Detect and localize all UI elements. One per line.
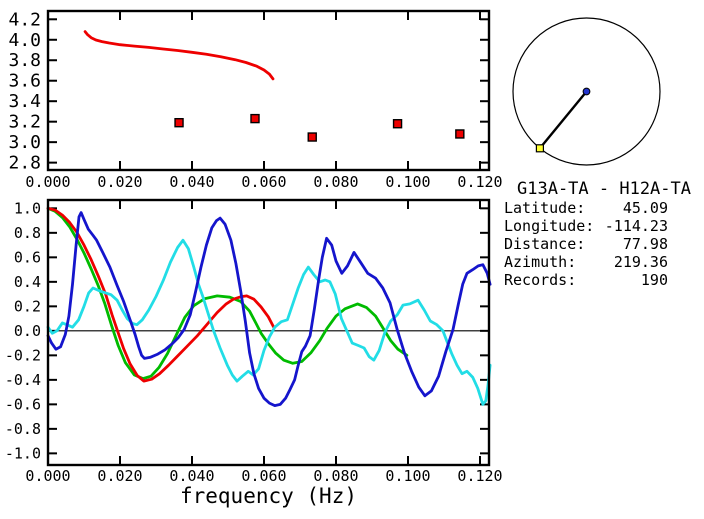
y-tick-label: 0.0 — [14, 322, 41, 340]
info-row: Azimuth: 219.36 — [504, 253, 668, 271]
station-pair-metrics: Latitude: 45.09 Longitude: -114.23 Distance:… — [504, 199, 668, 289]
x-tick-label: 0.040 — [169, 173, 214, 191]
info-row: Distance: 77.98 — [504, 235, 668, 253]
y-tick-label: 3.6 — [8, 71, 41, 92]
x-tick-label: 0.080 — [313, 467, 358, 485]
info-row: Records: 190 — [504, 271, 668, 289]
y-tick-label: 4.0 — [8, 30, 41, 51]
y-tick-label: 0.4 — [14, 273, 41, 291]
x-tick-label: 0.060 — [241, 173, 286, 191]
data-point-marker — [174, 117, 184, 128]
x-tick-label: 0.120 — [457, 467, 502, 485]
station-azimuth-compass — [512, 17, 661, 166]
x-tick-label: 0.100 — [385, 173, 430, 191]
x-tick-label: 0.000 — [25, 467, 70, 485]
data-point-marker — [392, 119, 403, 129]
series-blue-curve — [46, 211, 492, 408]
info-row: Latitude: 45.09 — [504, 199, 668, 217]
azimuth-end-marker — [535, 144, 545, 153]
y-tick-label: 0.2 — [14, 297, 41, 315]
y-tick-label: -0.6 — [5, 395, 41, 413]
x-axis-title: frequency (Hz) — [180, 484, 357, 508]
station-pair-title: G13A-TA - H12A-TA — [517, 179, 691, 199]
series-cyan-curve — [46, 238, 492, 406]
y-tick-label: 4.2 — [8, 9, 41, 30]
y-tick-label: 3.2 — [8, 112, 41, 133]
series-red-dispersion-curve — [83, 30, 275, 81]
x-tick-label: 0.040 — [169, 467, 214, 485]
y-tick-label: 2.8 — [8, 153, 41, 174]
x-tick-label: 0.120 — [457, 173, 502, 191]
y-tick-label: 0.6 — [14, 248, 41, 266]
x-tick-label: 0.020 — [97, 467, 142, 485]
x-tick-label: 0.100 — [385, 467, 430, 485]
series-green-curve — [46, 206, 409, 381]
y-tick-label: -0.2 — [5, 346, 41, 364]
station-pair-info: G13A-TA - H12A-TA Latitude: 45.09 Longitud… — [504, 179, 691, 289]
y-tick-label: 3.4 — [8, 91, 41, 112]
info-row: Longitude: -114.23 — [504, 217, 668, 235]
info-row-label: Latitude: — [504, 199, 586, 217]
plot-frame — [46, 9, 491, 172]
x-tick-label: 0.060 — [241, 467, 286, 485]
info-row-label: Records: — [504, 271, 577, 289]
info-row-value: 219.36 — [613, 253, 668, 271]
x-tick-label: 0.080 — [313, 173, 358, 191]
correlation-plot: 0.000 0.020 0.040 0.060 0.080 0.100 0.120 1.0 0.… — [5, 198, 503, 508]
info-row-value: 45.09 — [622, 199, 668, 217]
info-row-value: 190 — [640, 271, 668, 289]
info-row-value: 77.98 — [622, 235, 668, 253]
dispersion-plot: 0.000 0.020 0.040 0.060 0.080 0.100 0.120 4.24.… — [8, 9, 502, 191]
info-row-label: Distance: — [504, 235, 586, 253]
y-tick-label: 3.0 — [8, 132, 41, 153]
data-point-marker — [307, 132, 317, 142]
azimuth-line — [538, 90, 588, 150]
x-tick-label: 0.020 — [97, 173, 142, 191]
y-tick-label: -0.8 — [5, 420, 41, 438]
data-point-marker — [250, 113, 260, 124]
station-center-marker — [582, 87, 591, 96]
y-tick-label: 3.8 — [8, 50, 41, 71]
info-row-label: Azimuth: — [504, 253, 577, 271]
y-tick-label: -1.0 — [5, 444, 41, 462]
compass-circle — [512, 17, 661, 166]
info-row-label: Longitude: — [504, 217, 595, 235]
y-tick-label: 0.8 — [14, 224, 41, 242]
plot-frame — [46, 198, 491, 467]
series-red-curve — [46, 206, 275, 383]
y-tick-label: -0.4 — [5, 371, 41, 389]
y-tick-label: 1.0 — [14, 199, 41, 217]
x-tick-label: 0.000 — [25, 173, 70, 191]
info-row-value: -114.23 — [604, 217, 668, 235]
data-point-marker — [455, 129, 465, 139]
